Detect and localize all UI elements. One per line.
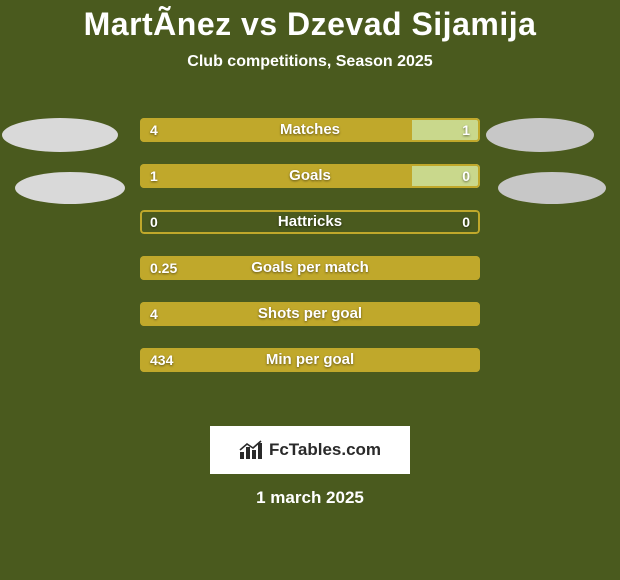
stat-row: 4Shots per goal xyxy=(140,302,480,326)
stat-row: 0.25Goals per match xyxy=(140,256,480,280)
player-left-photo-1 xyxy=(2,118,118,152)
fctables-logo: FcTables.com xyxy=(210,426,410,474)
chart-area: 41Matches 10Goals 00Hattricks 0.25Goals per… xyxy=(0,106,620,406)
stat-row: 434Min per goal xyxy=(140,348,480,372)
player-right-photo-2 xyxy=(498,172,606,204)
date-label: 1 march 2025 xyxy=(0,488,620,508)
comparison-infographic: MartÃ­nez vs Dzevad Sijamija Club compet… xyxy=(0,0,620,580)
stat-row: 10Goals xyxy=(140,164,480,188)
stat-label: Matches xyxy=(140,118,480,142)
subtitle: Club competitions, Season 2025 xyxy=(0,53,620,71)
stat-label: Min per goal xyxy=(140,348,480,372)
fctables-chart-icon xyxy=(239,440,265,460)
stat-label: Shots per goal xyxy=(140,302,480,326)
stat-label: Goals xyxy=(140,164,480,188)
page-title: MartÃ­nez vs Dzevad Sijamija xyxy=(0,0,620,43)
stat-row: 41Matches xyxy=(140,118,480,142)
stat-row: 00Hattricks xyxy=(140,210,480,234)
comparison-bars: 41Matches 10Goals 00Hattricks 0.25Goals per… xyxy=(140,118,480,394)
stat-label: Hattricks xyxy=(140,210,480,234)
stat-label: Goals per match xyxy=(140,256,480,280)
player-left-photo-2 xyxy=(15,172,125,204)
player-right-photo-1 xyxy=(486,118,594,152)
fctables-logo-text: FcTables.com xyxy=(269,440,381,460)
